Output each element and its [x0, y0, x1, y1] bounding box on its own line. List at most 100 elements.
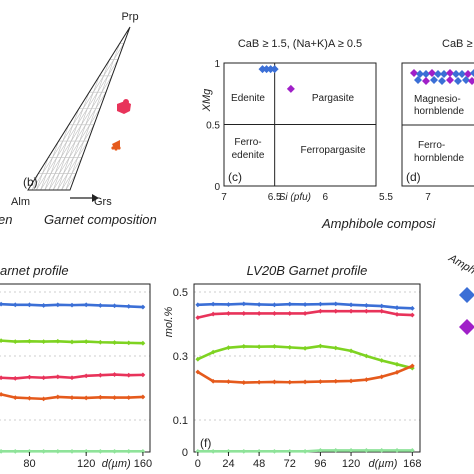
field-label-ferropargasite: Ferropargasite — [300, 145, 365, 156]
chart-mid-marker-red — [241, 311, 247, 316]
chart-mid-marker-lightgreen — [363, 448, 369, 453]
chart-mid-y-tick-label: 0.5 — [173, 287, 188, 299]
chart-left-marker-blue — [27, 302, 32, 308]
panel-label-b: (b) — [23, 175, 38, 189]
chart-c-y-tick-label: 0 — [214, 182, 220, 193]
chart-mid-y-tick-label: 0 — [182, 447, 188, 459]
chart-mid-marker-blue — [379, 303, 385, 309]
chart-mid-marker-green — [241, 344, 247, 349]
chart-mid-marker-orange — [210, 378, 216, 384]
ternary-grid-line — [65, 43, 121, 191]
chart-mid-y-axis-label: mol.% — [163, 307, 175, 338]
ternary-grid-line — [57, 140, 89, 191]
chart-left-marker-red — [41, 375, 47, 381]
chart-left-marker-orange — [126, 395, 132, 400]
chart-mid-marker-blue — [210, 301, 216, 307]
chart-left-marker-blue — [140, 304, 146, 310]
ternary-grid-line — [31, 43, 125, 191]
chart-mid-marker-red — [394, 312, 400, 317]
chart-mid-marker-red — [302, 311, 308, 316]
chart-d-point — [452, 70, 460, 78]
chart-mid-title: LV20B Garnet profile — [247, 263, 368, 278]
chart-left-marker-lightgreen — [126, 448, 132, 454]
chart-mid-marker-lightgreen — [256, 448, 262, 454]
field-label-ferro-edenite-2: edenite — [232, 150, 265, 161]
field-label-edenite: Edenite — [231, 93, 265, 104]
chart-mid-marker-blue — [241, 301, 247, 307]
chart-mid-marker-red — [409, 312, 415, 318]
amphibole-composition-caption: Amphibole composi — [321, 216, 437, 231]
chart-left-marker-orange — [69, 395, 75, 400]
chart-mid-marker-green — [394, 361, 400, 367]
chart-d-point — [430, 76, 438, 84]
chart-d-point — [414, 76, 422, 84]
chart-mid-marker-red — [363, 308, 369, 314]
chart-c-y-tick-label: 0.5 — [206, 121, 220, 132]
chart-d-title: CaB ≥ 1.5 — [442, 38, 474, 50]
chart-mid-marker-blue — [363, 303, 369, 308]
legend-title: Amph — [446, 252, 474, 277]
chart-d-point — [434, 70, 442, 78]
chart-mid-marker-orange — [302, 379, 308, 385]
garnet-profile-left-chart: 80 120 160 arnet profile d(µm) — [0, 263, 152, 470]
ternary-corner-label: Grs — [94, 196, 112, 208]
chart-left-marker-blue — [69, 302, 75, 308]
chart-mid-marker-lightgreen — [287, 448, 293, 454]
garnet-point-orange — [117, 146, 121, 150]
chart-left-marker-blue — [41, 303, 47, 308]
field-label-pargasite: Pargasite — [312, 93, 355, 104]
field-label-ferro-edenite-1: Ferro- — [234, 137, 261, 148]
chart-left-x-tick-label: 120 — [77, 458, 95, 470]
chart-c-point-blue — [266, 65, 275, 74]
chart-left-marker-blue — [12, 302, 18, 308]
ternary-grid-line — [40, 75, 113, 191]
chart-mid-x-tick-label: 48 — [253, 458, 265, 470]
chart-c-point-blue — [262, 65, 271, 74]
chart-c-x-tick-label: 6.5 — [268, 192, 282, 203]
chart-mid-frame — [193, 283, 421, 453]
chart-left-marker-orange — [12, 395, 18, 400]
chart-c-point-blue — [270, 65, 279, 74]
chart-left-marker-green — [97, 339, 103, 345]
ternary-apex-label: Prp — [121, 11, 138, 23]
chart-left-marker-green — [12, 339, 18, 344]
grs-arrow-head — [92, 194, 99, 202]
ternary-grid-line — [65, 173, 77, 191]
chart-left-marker-lightgreen — [55, 448, 61, 454]
chart-left-title: arnet profile — [0, 263, 69, 278]
chart-mid-marker-lightgreen — [318, 448, 323, 453]
chart-d-point — [440, 70, 448, 78]
chart-c-x-axis-label: Si (pfu) — [279, 192, 311, 203]
chart-mid-marker-blue — [348, 302, 354, 308]
chart-mid-x-tick-label: 96 — [314, 458, 326, 470]
chart-mid-marker-orange — [272, 379, 277, 385]
chart-left-marker-green — [27, 338, 32, 344]
ternary-grid-line — [57, 75, 100, 191]
chart-mid-marker-blue — [302, 302, 308, 307]
chart-d-point — [454, 77, 462, 85]
chart-mid-marker-orange — [226, 379, 231, 384]
panel-label-d: (d) — [406, 170, 421, 184]
chart-d-point — [422, 70, 430, 78]
garnet-ternary-diagram — [27, 26, 131, 202]
garnet-composition-caption: Garnet composition — [44, 212, 157, 227]
chart-mid-marker-blue — [226, 302, 231, 307]
chart-mid-marker-red — [210, 311, 216, 317]
chart-left-marker-orange — [55, 394, 61, 400]
chart-left-marker-lightgreen — [97, 448, 103, 454]
chart-c-y-tick-label: 1 — [214, 59, 220, 70]
chart-mid-x-tick-label: 168 — [403, 458, 421, 470]
chart-left-x-axis-label: d(µm) — [102, 458, 131, 470]
ternary-grid-line — [40, 140, 59, 191]
chart-mid-marker-red — [379, 308, 385, 314]
chart-left-marker-orange — [97, 394, 103, 400]
chart-left-marker-blue — [112, 303, 117, 309]
chart-left-marker-blue — [55, 302, 61, 308]
chart-mid-y-tick-label: 0.3 — [173, 351, 188, 363]
chart-c-x-tick-label: 6 — [323, 192, 329, 203]
chart-left-marker-lightgreen — [112, 448, 117, 454]
chart-d-point — [410, 69, 418, 77]
chart-left-marker-lightgreen — [83, 448, 89, 454]
chart-mid-marker-orange — [287, 379, 293, 385]
